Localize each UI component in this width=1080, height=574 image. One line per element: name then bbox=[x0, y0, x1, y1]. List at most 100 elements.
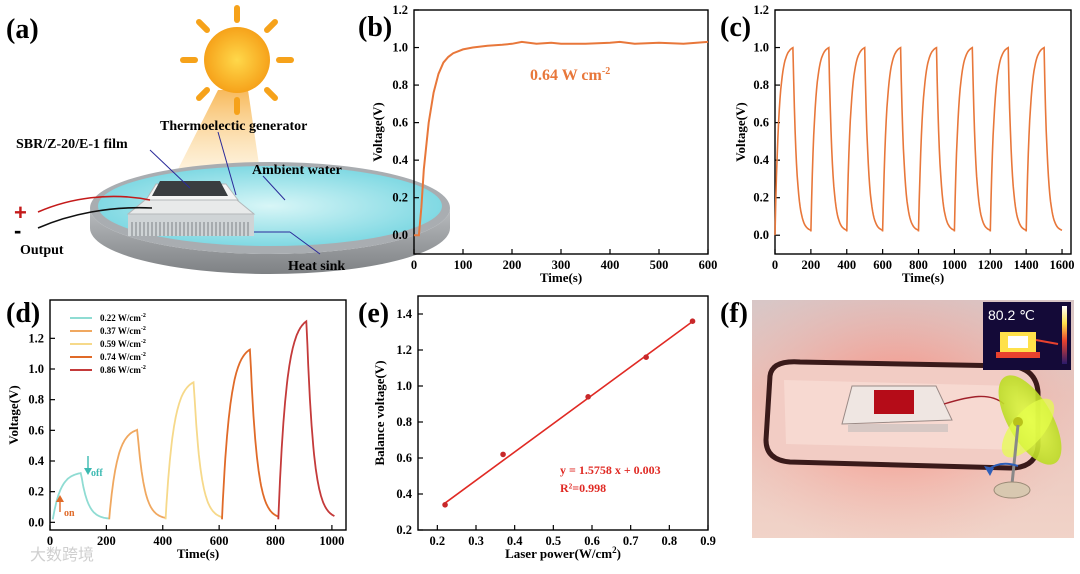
y-tick-label: 0.6 bbox=[392, 116, 408, 130]
x-axis-label: Laser power(W/cm2) bbox=[505, 545, 621, 561]
x-tick-label: 0.3 bbox=[468, 534, 484, 548]
film-sample bbox=[874, 390, 914, 414]
x-tick-label: 800 bbox=[266, 534, 285, 548]
y-tick-label: 1.0 bbox=[753, 41, 769, 55]
x-tick-label: 600 bbox=[699, 258, 718, 272]
y-tick-label: 0.8 bbox=[28, 393, 44, 407]
legend-label-d-2: 0.59 W/cm-2 bbox=[100, 339, 146, 349]
data-point bbox=[585, 394, 591, 400]
data-point bbox=[643, 354, 649, 361]
y-tick-label: 0.2 bbox=[753, 191, 769, 205]
leader-film bbox=[149, 149, 191, 189]
fan-stand bbox=[1010, 424, 1020, 485]
fit-line bbox=[444, 320, 694, 504]
sun-icon bbox=[180, 5, 294, 115]
panel-f-label: (f) bbox=[720, 298, 748, 329]
y-tick-label: 0.8 bbox=[753, 78, 769, 92]
heat-sink bbox=[128, 214, 254, 236]
r-squared: R²=0.998 bbox=[560, 481, 606, 495]
y-tick-label: 1.4 bbox=[396, 307, 412, 321]
y-tick-label: 1.2 bbox=[28, 331, 44, 345]
panel-c-chart: (c) 0.0 0.2 0.4 0.6 0.8 1.0 1.2 0 200 400 600 800 100… bbox=[720, 3, 1075, 285]
x-tick-label: 400 bbox=[601, 258, 620, 272]
thermal-sink bbox=[996, 352, 1040, 358]
series-line-d-0 bbox=[51, 472, 110, 520]
y-tick-label: 1.0 bbox=[396, 379, 412, 393]
device-sink bbox=[848, 424, 948, 432]
thermal-hotspot-core bbox=[1008, 336, 1028, 348]
label-film: SBR/Z-20/E-1 film bbox=[16, 137, 128, 152]
y-tick-label: 0.0 bbox=[392, 228, 408, 242]
panel-a: (a) bbox=[6, 5, 450, 274]
x-tick-label: 300 bbox=[552, 258, 571, 272]
y-tick-label: 0.6 bbox=[396, 451, 412, 465]
x-tick-label: 1200 bbox=[978, 258, 1003, 272]
y-axis-label: Voltage(V) bbox=[370, 102, 385, 161]
fit-equation: y = 1.5758 x + 0.003 bbox=[560, 463, 661, 477]
x-tick-label: 600 bbox=[210, 534, 229, 548]
legend-sup-d-1: -2 bbox=[141, 326, 146, 332]
panel-e-label: (e) bbox=[358, 298, 389, 329]
plus-sign: + bbox=[14, 200, 27, 225]
series-line-d-1 bbox=[108, 428, 166, 520]
panel-d-chart: (d) 0.0 0.2 0.4 0.6 0.8 1.0 1.2 0 200 400 600 800 100… bbox=[6, 298, 347, 561]
series-line-d-3 bbox=[221, 348, 279, 520]
x-tick-label: 0.2 bbox=[430, 534, 446, 548]
x-tick-label: 500 bbox=[650, 258, 669, 272]
x-axis-label: Time(s) bbox=[902, 270, 944, 285]
legend-label-d-0: 0.22 W/cm-2 bbox=[100, 313, 146, 323]
legend-sup-d-0: -2 bbox=[141, 313, 146, 319]
x-tick-label: 1600 bbox=[1050, 258, 1075, 272]
black-wire bbox=[37, 206, 153, 229]
x-tick-label: 400 bbox=[837, 258, 856, 272]
y-tick-label: 0.2 bbox=[392, 191, 408, 205]
y-tick-label: 0.8 bbox=[392, 78, 408, 92]
y-tick-label: 0.8 bbox=[396, 415, 412, 429]
series-line-b bbox=[414, 40, 709, 237]
x-tick-label: 1000 bbox=[319, 534, 344, 548]
series-line-d-4 bbox=[277, 319, 335, 520]
leader-teg bbox=[217, 131, 237, 196]
y-tick-label: 0.2 bbox=[396, 523, 412, 537]
y-tick-label: 1.0 bbox=[392, 41, 408, 55]
fan-base bbox=[993, 481, 1031, 499]
x-tick-label: 0 bbox=[411, 258, 417, 272]
thermal-wire bbox=[1035, 339, 1059, 345]
y-tick-label: 1.2 bbox=[753, 3, 769, 17]
label-teg: Thermoelectic generator bbox=[160, 119, 307, 134]
on-arrow-head bbox=[56, 495, 64, 502]
minus-sign: - bbox=[14, 218, 21, 243]
x-tick-label: 200 bbox=[802, 258, 821, 272]
legend-sup-d-2: -2 bbox=[141, 339, 146, 345]
legend-label-d-1: 0.37 W/cm-2 bbox=[100, 326, 146, 336]
legend-sup-d-4: -2 bbox=[141, 365, 146, 371]
x-tick-label: 0.6 bbox=[584, 534, 600, 548]
plot-frame bbox=[413, 9, 709, 255]
legend-label-d-3: 0.74 W/cm-2 bbox=[100, 352, 146, 362]
y-tick-label: 0.4 bbox=[396, 487, 412, 501]
x-tick-label: 0.5 bbox=[546, 534, 562, 548]
on-label: on bbox=[64, 508, 75, 519]
y-tick-label: 0.2 bbox=[28, 485, 44, 499]
label-water: Ambient water bbox=[252, 163, 342, 178]
y-axis-label: Voltage(V) bbox=[733, 102, 748, 161]
x-tick-label: 0 bbox=[47, 534, 53, 548]
x-tick-label: 0 bbox=[772, 258, 778, 272]
y-axis-label: Balance voltage(V) bbox=[372, 360, 387, 465]
rotation-arrow-head bbox=[984, 466, 994, 476]
data-point bbox=[689, 318, 696, 325]
x-tick-label: 600 bbox=[873, 258, 892, 272]
series-line-c bbox=[774, 46, 1063, 236]
off-label: off bbox=[91, 468, 103, 479]
plot-frame bbox=[49, 299, 347, 531]
x-axis-label-end: ) bbox=[617, 546, 621, 561]
panel-e-chart: (e) 0.2 0.4 0.6 0.8 1.0 1.2 1.4 0.2 0.3 0.4 0.5 0.6 0… bbox=[358, 295, 716, 561]
label-output: Output bbox=[20, 243, 64, 258]
x-tick-label: 1000 bbox=[942, 258, 967, 272]
panel-b-chart: (b) 0.0 0.2 0.4 0.6 0.8 1.0 1.2 0 100 200 300 400 500… bbox=[358, 3, 717, 285]
x-tick-label: 0.9 bbox=[700, 534, 716, 548]
panel-a-label: (a) bbox=[6, 14, 39, 45]
off-arrow-head bbox=[84, 468, 92, 475]
panel-c-label: (c) bbox=[720, 12, 751, 43]
